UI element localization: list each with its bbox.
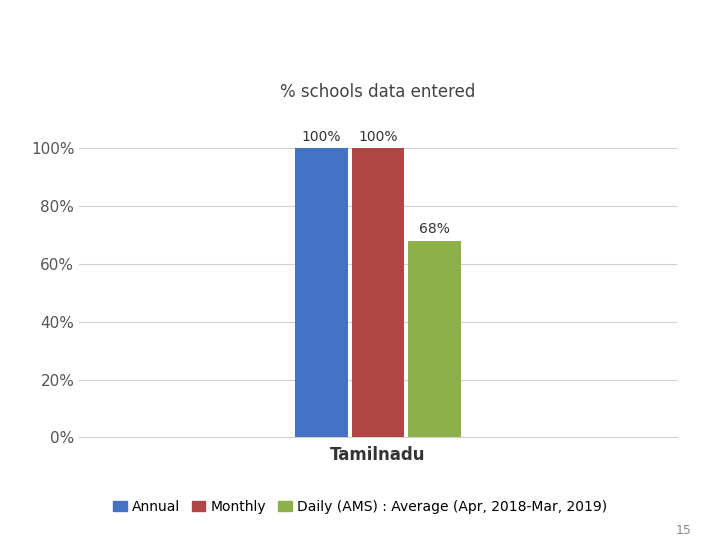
Legend: Annual, Monthly, Daily (AMS) : Average (Apr, 2018-Mar, 2019): Annual, Monthly, Daily (AMS) : Average (… xyxy=(107,495,613,519)
Text: Status of implementation of MIS & AMS: Status of implementation of MIS & AMS xyxy=(96,11,624,35)
Bar xyxy=(408,241,461,437)
Bar xyxy=(351,148,405,437)
Bar xyxy=(295,148,348,437)
Text: 68%: 68% xyxy=(419,222,450,237)
Text: 100%: 100% xyxy=(359,130,397,144)
Text: 15: 15 xyxy=(675,524,691,537)
Title: % schools data entered: % schools data entered xyxy=(280,83,476,101)
Text: 100%: 100% xyxy=(302,130,341,144)
